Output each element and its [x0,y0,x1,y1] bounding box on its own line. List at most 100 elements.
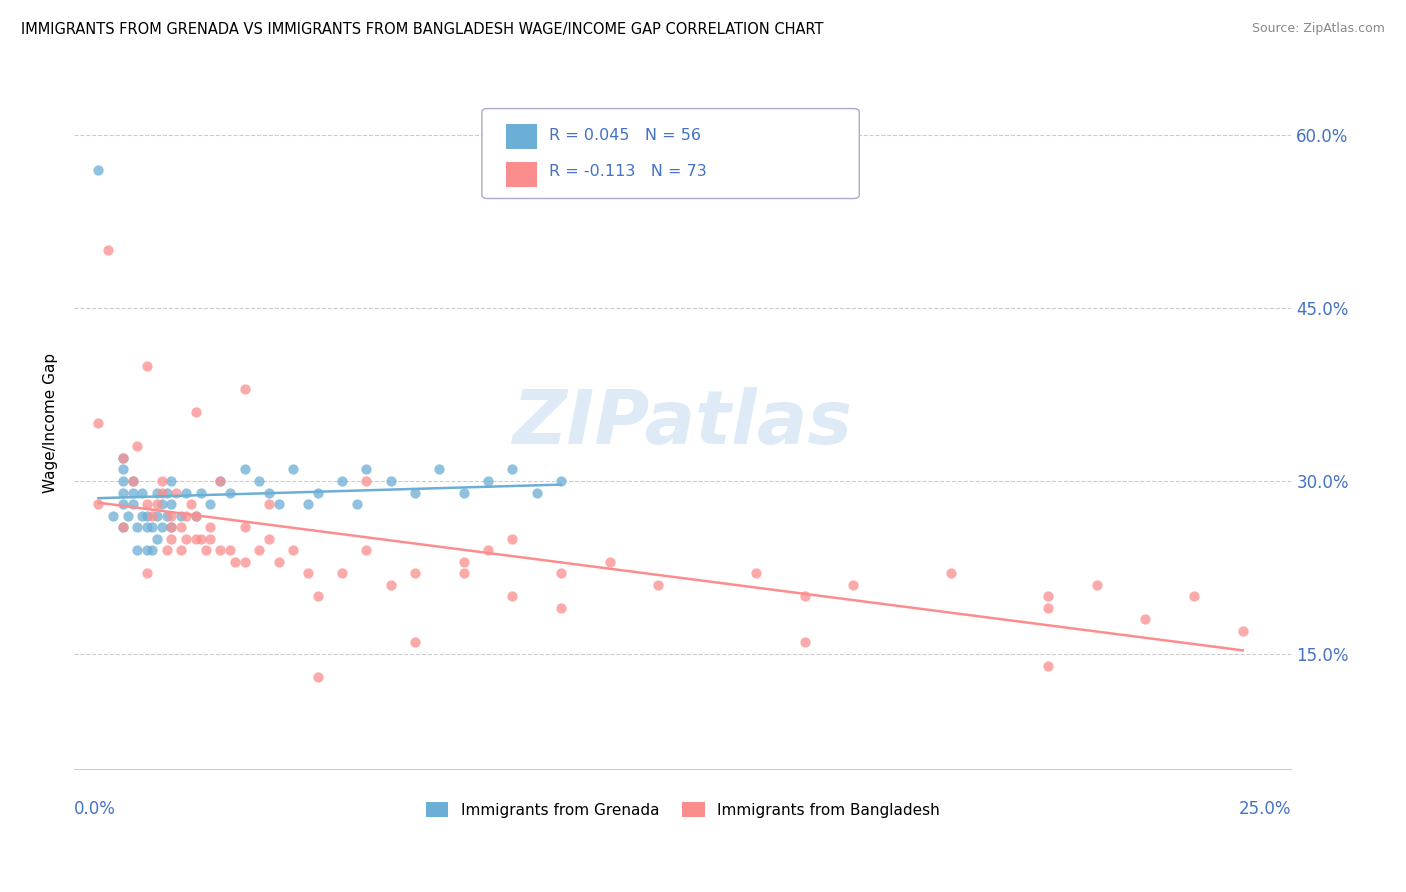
Point [233,555,256,569]
Point [127,520,149,534]
Y-axis label: Wage/Income Gap: Wage/Income Gap [44,353,58,493]
Point [501,590,523,604]
Point [127,439,149,453]
Point [136,359,159,373]
Point [842,578,865,592]
Point [101,508,124,523]
Point [111,474,134,488]
Point [307,670,329,684]
Text: Source: ZipAtlas.com: Source: ZipAtlas.com [1251,22,1385,36]
Point [87,162,110,177]
Point [793,635,815,649]
Point [184,508,207,523]
Point [209,543,232,558]
Text: ZIPatlas: ZIPatlas [513,387,853,460]
Point [283,462,305,476]
Point [219,543,242,558]
Point [111,520,134,534]
Point [121,474,143,488]
Point [330,474,353,488]
Point [550,474,572,488]
Point [267,497,290,511]
Point [170,520,193,534]
Point [150,497,173,511]
Point [477,474,499,488]
Point [404,485,426,500]
Point [121,497,143,511]
Point [550,600,572,615]
FancyBboxPatch shape [482,109,859,199]
Point [307,590,329,604]
Point [939,566,962,581]
Text: R = -0.113   N = 73: R = -0.113 N = 73 [548,164,707,179]
Point [131,485,153,500]
Point [146,508,169,523]
Point [453,566,475,581]
Point [209,474,232,488]
Point [194,543,217,558]
Point [1135,612,1157,626]
Point [453,485,475,500]
Point [1036,590,1059,604]
Point [477,543,499,558]
Point [297,566,319,581]
Point [156,485,179,500]
Point [453,555,475,569]
Point [233,462,256,476]
Point [200,532,222,546]
Point [87,497,110,511]
Point [136,497,159,511]
Point [184,508,207,523]
Point [190,485,212,500]
Point [354,462,377,476]
Point [224,555,246,569]
Point [184,405,207,419]
Point [257,532,280,546]
Point [136,508,159,523]
Point [380,578,402,592]
Point [647,578,669,592]
Point [111,485,134,500]
Point [247,543,270,558]
Point [121,485,143,500]
Point [111,497,134,511]
Point [599,555,621,569]
Point [180,497,202,511]
Point [146,497,169,511]
Point [146,532,169,546]
Point [233,382,256,396]
Point [257,485,280,500]
Point [283,543,305,558]
Point [257,497,280,511]
Point [131,508,153,523]
Point [247,474,270,488]
Point [404,566,426,581]
Point [170,508,193,523]
Text: 0.0%: 0.0% [75,800,115,819]
Point [156,508,179,523]
Point [233,520,256,534]
Point [354,543,377,558]
Point [745,566,768,581]
Point [156,543,179,558]
Point [200,497,222,511]
Point [160,520,183,534]
Point [209,474,232,488]
Point [174,508,197,523]
Point [146,485,169,500]
Point [297,497,319,511]
Legend: Immigrants from Grenada, Immigrants from Bangladesh: Immigrants from Grenada, Immigrants from… [419,796,946,824]
Text: R = 0.045   N = 56: R = 0.045 N = 56 [548,128,700,143]
Point [150,474,173,488]
Point [160,520,183,534]
Point [200,520,222,534]
Point [136,543,159,558]
Point [127,543,149,558]
Point [219,485,242,500]
Point [136,520,159,534]
Point [150,485,173,500]
Point [346,497,368,511]
Point [111,462,134,476]
Point [160,474,183,488]
Point [404,635,426,649]
